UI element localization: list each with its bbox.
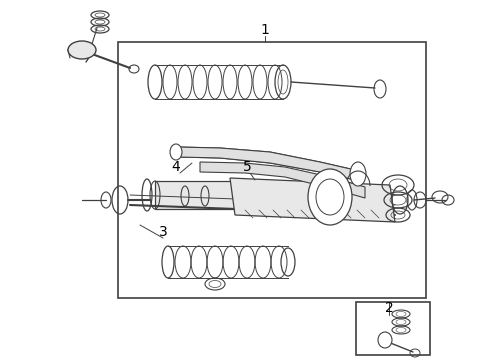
Text: 4: 4 bbox=[171, 160, 180, 174]
Polygon shape bbox=[200, 162, 364, 198]
Text: 3: 3 bbox=[158, 225, 167, 239]
Ellipse shape bbox=[307, 169, 351, 225]
Text: 1: 1 bbox=[260, 23, 269, 37]
Text: 5: 5 bbox=[242, 160, 251, 174]
Bar bbox=[355, 302, 429, 355]
Ellipse shape bbox=[68, 41, 96, 59]
Polygon shape bbox=[229, 178, 394, 222]
Text: 2: 2 bbox=[384, 301, 392, 315]
Bar bbox=[118, 42, 425, 298]
Ellipse shape bbox=[170, 144, 182, 160]
Bar bbox=[155, 181, 244, 209]
Ellipse shape bbox=[349, 162, 365, 186]
Ellipse shape bbox=[377, 332, 391, 348]
Polygon shape bbox=[178, 147, 354, 180]
